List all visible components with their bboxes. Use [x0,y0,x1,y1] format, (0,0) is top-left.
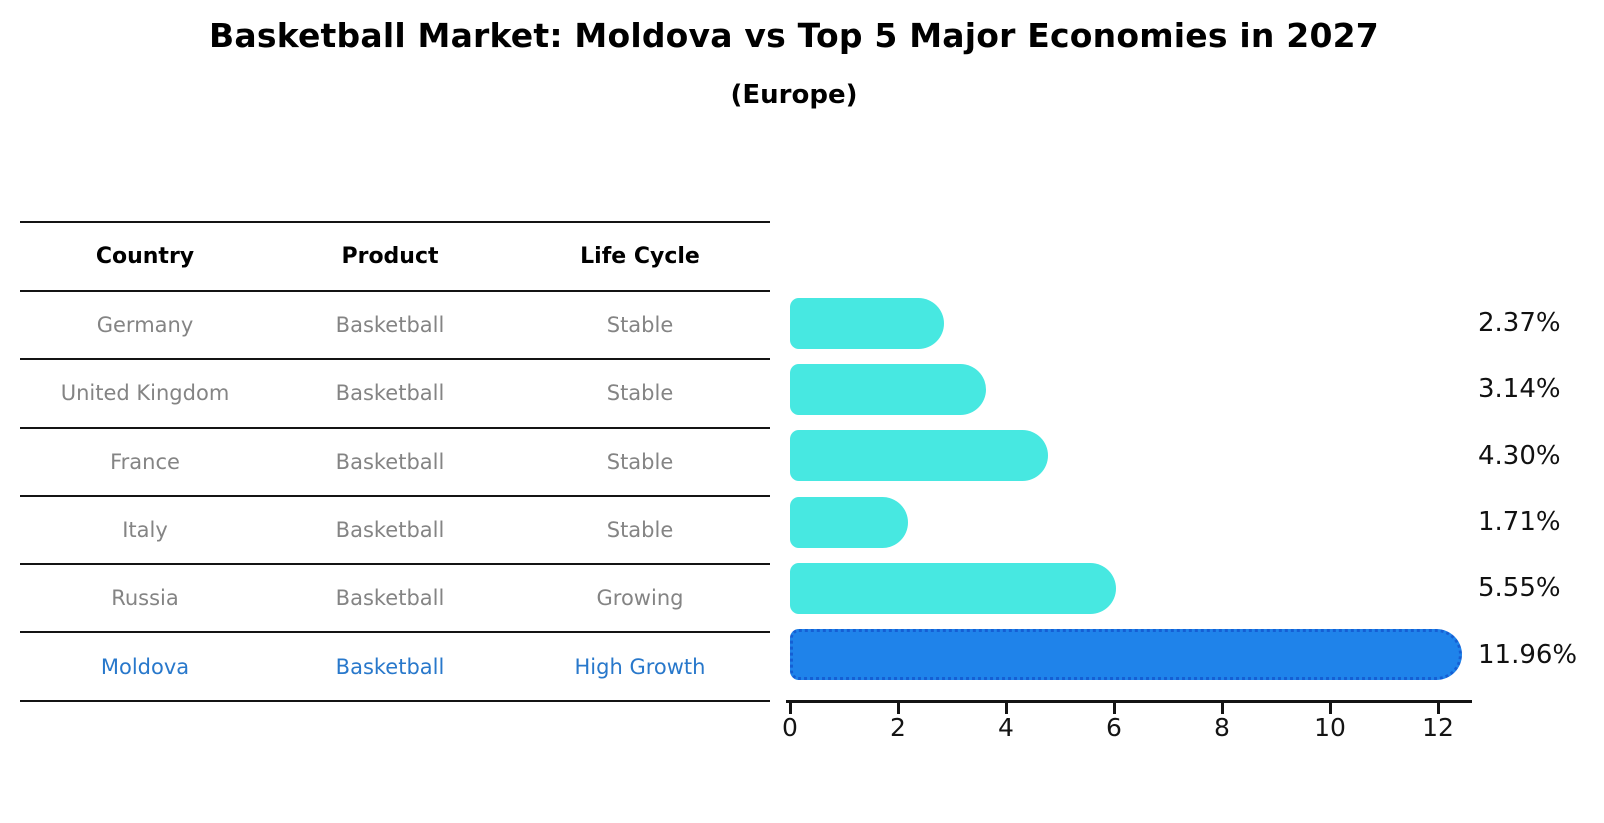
table-row-france: France Basketball Stable [20,429,770,497]
x-tick-mark-2 [897,703,900,714]
cell-product: Basketball [335,449,445,474]
cell-country: Italy [122,518,168,543]
value-label-moldova: 11.96% [1478,639,1578,670]
cell-product: Basketball [335,313,445,338]
bar-russia [790,562,1116,614]
table-body: Germany Basketball Stable United Kingdom… [20,292,770,702]
value-label-italy: 1.71% [1478,507,1561,538]
cell-life-cycle: Stable [606,313,674,338]
x-tick-label-0: 0 [782,713,798,742]
cell-life-cycle: Stable [606,518,674,543]
column-header-life-cycle: Life Cycle [580,244,700,269]
x-tick-label-2: 2 [890,713,906,742]
bar-row-russia [790,555,1490,621]
value-label-united-kingdom: 3.14% [1478,374,1561,405]
cell-country: Germany [96,313,194,338]
bar-row-united-kingdom [790,356,1490,422]
cell-product: Basketball [335,654,445,679]
value-label-russia: 5.55% [1478,573,1561,604]
column-header-country: Country [95,244,195,269]
bar-france [790,430,1049,482]
x-tick-label-10: 10 [1314,713,1346,742]
table-row-italy: Italy Basketball Stable [20,497,770,566]
x-tick-mark-10 [1329,703,1332,714]
table-row-russia: Russia Basketball Growing [20,565,770,634]
bar-plot-area [790,290,1490,688]
bar-row-italy [790,489,1490,555]
x-tick-mark-6 [1113,703,1116,714]
value-label-germany: 2.37% [1478,308,1561,339]
table-row-moldova: Moldova Basketball High Growth [20,633,770,702]
bar-row-france [790,423,1490,489]
country-table: Country Product Life Cycle Germany Baske… [20,221,770,702]
cell-product: Basketball [335,518,445,543]
x-tick-label-6: 6 [1106,713,1122,742]
column-header-product: Product [341,244,439,269]
table-row-united-kingdom: United Kingdom Basketball Stable [20,360,770,429]
chart-subtitle: (Europe) [730,80,858,110]
bar-moldova [790,629,1462,681]
x-tick-mark-0 [789,703,792,714]
x-tick-mark-8 [1221,703,1224,714]
bar-value-labels: 2.37% 3.14% 4.30% 1.71% 5.55% 11.96% [1478,290,1604,688]
x-tick-label-12: 12 [1422,713,1454,742]
bar-germany [790,297,944,349]
cell-life-cycle: Growing [596,586,684,611]
cell-country: Moldova [100,654,190,679]
cell-product: Basketball [335,586,445,611]
bar-italy [790,496,909,548]
cell-country: Russia [111,586,179,611]
x-tick-label-4: 4 [998,713,1014,742]
x-tick-mark-4 [1005,703,1008,714]
value-label-france: 4.30% [1478,440,1561,471]
x-tick-label-8: 8 [1214,713,1230,742]
table-row-germany: Germany Basketball Stable [20,292,770,361]
x-axis-line [786,700,1472,703]
chart-title: Basketball Market: Moldova vs Top 5 Majo… [209,16,1379,55]
cell-life-cycle: Stable [606,449,674,474]
bar-united-kingdom [790,363,986,415]
x-tick-mark-12 [1437,703,1440,714]
bar-row-germany [790,290,1490,356]
cell-life-cycle: Stable [606,381,674,406]
table-header-row: Country Product Life Cycle [20,223,770,292]
cell-country: France [110,449,180,474]
cell-country: United Kingdom [60,381,230,406]
bar-row-moldova [790,622,1490,688]
cell-product: Basketball [335,381,445,406]
cell-life-cycle: High Growth [574,654,706,679]
